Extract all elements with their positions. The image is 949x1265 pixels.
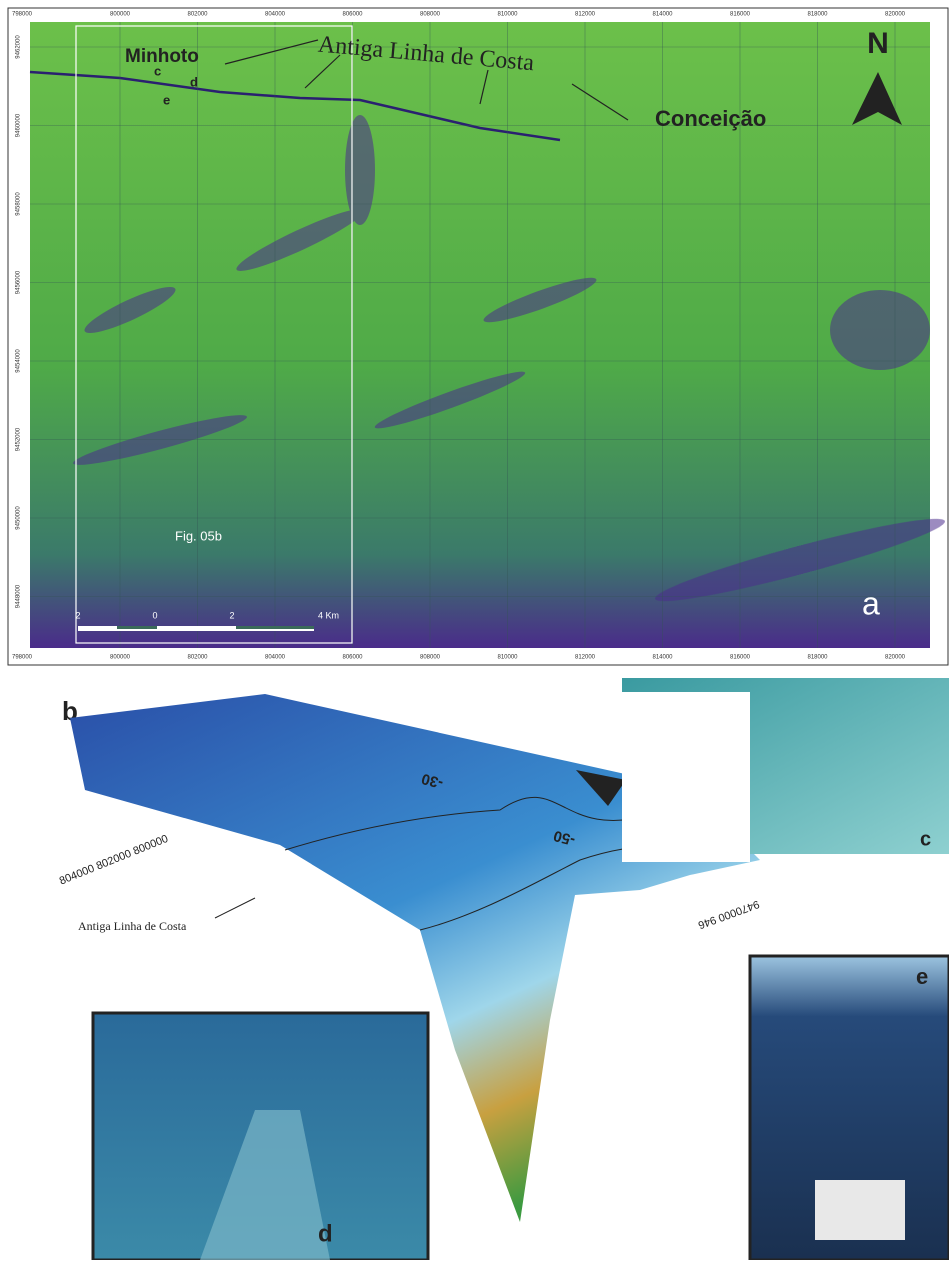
y-tick-label: 9460000 [16,113,22,137]
y-tick-label: 9456000 [16,270,22,294]
panel-label: a [862,585,880,621]
point-label: d [190,74,198,89]
place-label: Minhoto [125,46,199,67]
x-tick-label: 808000 [420,12,441,18]
photo-label: c [920,828,931,850]
y-tick-label: 9454000 [16,349,22,373]
x-tick-label: 806000 [342,12,363,18]
scale-bar: 2 0 2 4 Km [75,610,339,631]
arrows [224,39,629,121]
x-tick-label: 810000 [497,655,518,661]
scale-label: 2 [229,610,234,620]
arrow [214,897,256,919]
y-tick-label: 9448000 [16,584,22,608]
x-tick-label: 818000 [807,655,828,661]
x-tick-label: 812000 [575,12,596,18]
x-tick-label: 804000 [265,655,286,661]
x-tick-label: 800000 [110,12,131,18]
x-tick-label: 818000 [807,12,828,18]
contour-label: -50 [552,827,577,849]
photo-c: c [622,678,949,862]
point-label: c [154,63,161,78]
y-tick-label: 9452000 [16,427,22,451]
y-tick-label: 9462000 [16,35,22,59]
map-image [30,22,930,648]
x-tick-label: 802000 [187,655,208,661]
grid: 798000 798000 800000 800000 802000 802000 8040… [12,12,930,661]
dark-streaks [73,115,945,602]
x-tick-label: 798000 [12,655,33,661]
x-tick-label: 812000 [575,655,596,661]
coastline-label: Antiga Linha de Costa [78,919,187,933]
x-tick-label: 804000 [265,12,286,18]
north-label: N [867,27,889,60]
x-tick-label: 800000 [110,655,131,661]
point-label: e [163,92,170,107]
x-tick-label: 814000 [652,655,673,661]
x-tick-label: 816000 [730,655,751,661]
scale-label: 0 [152,610,157,620]
x-tick-label: 808000 [420,655,441,661]
x-tick-label: 816000 [730,12,751,18]
y-tick-label: 9450000 [16,506,22,530]
north-arrow [576,770,626,806]
surface [70,694,760,1222]
photo-d: d [91,1011,430,1262]
inset-label: Fig. 05b [175,528,222,543]
x-tick-label: 798000 [12,12,33,18]
photo-label: e [916,964,928,989]
axis-label: 9470000 946 [696,898,760,931]
inset-frame [75,25,353,644]
axis-label: 804000 802000 800000 [58,833,170,888]
x-tick-label: 820000 [885,12,906,18]
map: 798000 798000 800000 800000 802000 802000 8040… [7,7,949,666]
y-tick-label: 9458000 [16,192,22,216]
scale-label: 2 [75,610,80,620]
contour [284,796,651,851]
contour-label: -30 [420,770,445,792]
x-tick-label: 802000 [187,12,208,18]
photo-e: e [748,954,949,1262]
x-tick-label: 820000 [885,655,906,661]
photo-label: d [318,1220,333,1247]
x-tick-label: 814000 [652,12,673,18]
x-tick-label: 806000 [342,655,363,661]
place-label: Conceição [655,106,766,131]
north-arrow [852,72,902,125]
x-tick-label: 810000 [497,12,518,18]
scale-label: 4 Km [318,610,339,620]
